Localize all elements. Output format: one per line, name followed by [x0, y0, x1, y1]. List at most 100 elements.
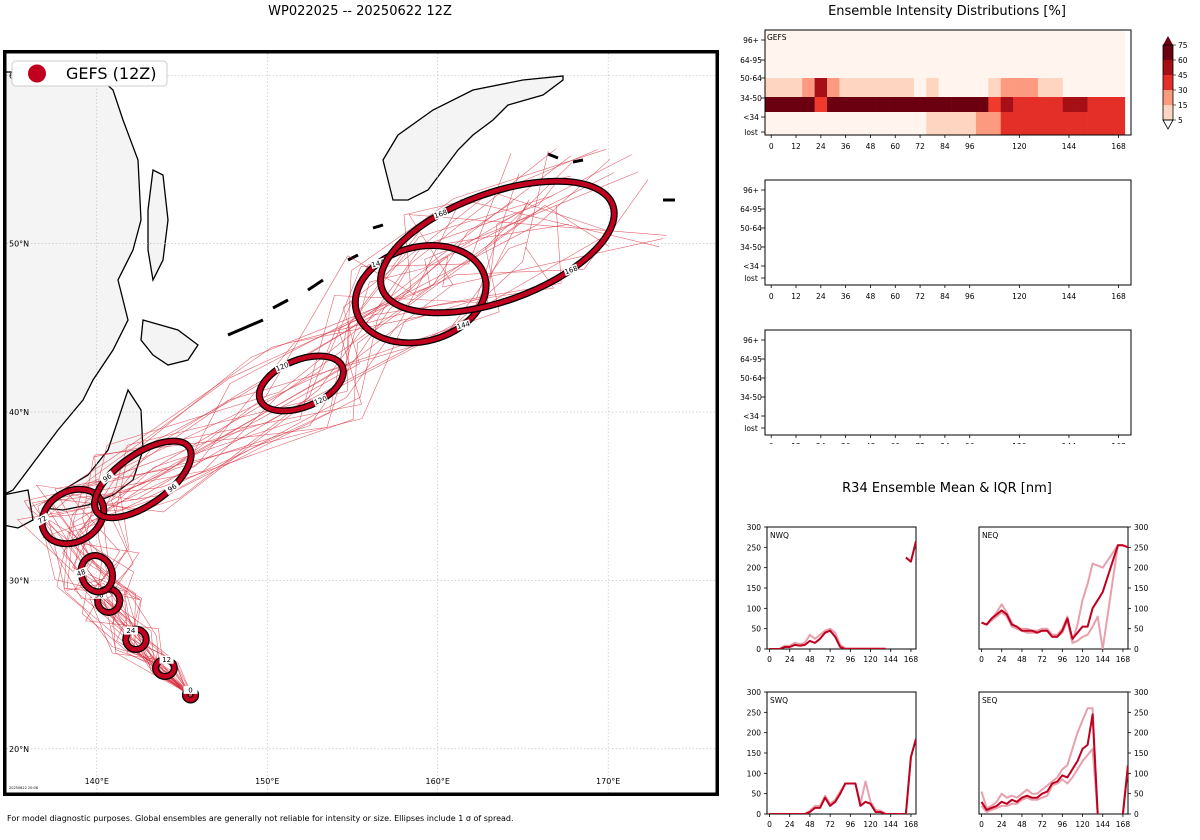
x-tick-label: 72 — [915, 292, 925, 301]
heatmap-cell — [975, 97, 989, 112]
heatmap-cell — [938, 97, 952, 112]
y-tick-label: 100 — [1134, 769, 1149, 778]
colorbar-tick-label: 30 — [1178, 86, 1188, 95]
heatmap-cell — [889, 78, 902, 97]
heatmap-cell — [864, 97, 877, 112]
row-label: 96+ — [743, 186, 759, 195]
ellipse-label-bg — [312, 393, 329, 407]
x-tick-label: 72 — [825, 655, 835, 664]
forecast-ellipse-24: 24 — [122, 625, 150, 653]
ensemble-track-line — [66, 149, 607, 698]
r34-series-group — [769, 540, 916, 649]
colorbar-tick-label: 5 — [1178, 116, 1183, 125]
heatmap-cell — [851, 40, 865, 59]
x-tick-label: 144 — [1096, 655, 1111, 664]
x-tick-label: 96 — [965, 142, 975, 151]
x-tick-label: 12 — [791, 142, 801, 151]
heatmap-cell — [789, 112, 803, 135]
heatmap-cell — [1050, 78, 1064, 97]
x-tick-label: 168 — [904, 655, 919, 664]
heatmap-cell — [876, 40, 890, 59]
heatmap-cell — [1075, 30, 1088, 40]
heatmap-cell — [1087, 112, 1101, 135]
heatmap-cell — [802, 59, 815, 78]
heatmap-cell — [1075, 59, 1088, 78]
r34-series-iqr_upper — [981, 544, 1128, 642]
heatmap-cell — [1000, 30, 1014, 40]
heatmap-cell — [901, 30, 915, 40]
heatmap-cell — [913, 59, 927, 78]
y-tick-label: 0 — [1134, 810, 1139, 819]
heatmap-cell — [1037, 78, 1051, 97]
lon-labels: 140°E 150°E 160°E 170°E — [85, 777, 621, 786]
x-tick-label: 36 — [841, 142, 851, 151]
colorbar-bin — [1163, 45, 1173, 60]
heatmap-cell — [926, 59, 939, 78]
x-tick-label: 48 — [805, 655, 815, 664]
heatmap-cell — [913, 40, 927, 59]
heatmap-cell — [901, 78, 915, 97]
ellipse-hour-label: 144 — [456, 320, 472, 331]
heatmap-cell — [963, 78, 977, 97]
heatmap-cell — [975, 78, 989, 97]
x-tick-label: 24 — [785, 655, 795, 664]
x-tick-label: 0 — [769, 442, 774, 444]
x-tick-label: 12 — [791, 292, 801, 301]
colorbar-bottom-arrow — [1162, 119, 1174, 130]
r34-series-group — [769, 738, 916, 814]
heatmap-cell — [851, 59, 865, 78]
heatmap-cell — [889, 97, 902, 112]
x-tick-label: 144 — [1062, 292, 1077, 301]
ellipse-label-bg — [183, 685, 198, 694]
heatmap-cell — [926, 97, 939, 112]
x-tick-label: 84 — [940, 142, 950, 151]
intensity-panel-2: 96+ 64-95 50-64 34-50 <34 lost 0 12 24 36 48 60 72 84… — [740, 179, 1132, 301]
heatmap-cell — [1087, 78, 1101, 97]
heatmap-cell — [814, 30, 828, 40]
row-label: 64-95 — [740, 205, 762, 214]
x-tick-label: 120 — [863, 655, 878, 664]
x-tick-label: 168 — [1111, 142, 1126, 151]
y-tick-label: 50 — [1134, 625, 1144, 634]
map-stamp: 20250622 20:06 — [9, 786, 38, 790]
heatmap-cell — [1062, 97, 1076, 112]
heatmap-cell — [889, 112, 902, 135]
heatmap-cell — [814, 40, 828, 59]
ellipse-label-bg — [164, 480, 181, 496]
y-tick-label: 250 — [747, 543, 762, 552]
y-tick-label: 300 — [747, 523, 762, 532]
r34-series-mean — [769, 540, 916, 649]
heatmap-cell — [777, 40, 791, 59]
lon-label: 140°E — [85, 777, 109, 786]
y-tick-label: 100 — [747, 769, 762, 778]
heatmap-cell — [1099, 78, 1113, 97]
heatmap-cell — [913, 97, 927, 112]
intensity-panels: GEFS 96+ 64-95 50-64 34-50 <34 lost 0 12 24 36 48 60… — [740, 29, 1188, 444]
heatmap-cell — [802, 40, 815, 59]
heatmap-cell — [1013, 112, 1026, 135]
ellipse-label-bg — [34, 512, 51, 527]
x-tick-label: 24 — [785, 820, 795, 829]
colorbar-tick-label: 45 — [1178, 71, 1188, 80]
x-tick-label: 120 — [863, 820, 878, 829]
x-tick-label: 60 — [890, 442, 900, 444]
map-title: WP022025 -- 20250622 12Z — [268, 4, 452, 19]
x-tick-label: 60 — [890, 292, 900, 301]
ellipse-ring — [378, 178, 617, 316]
heatmap-cell — [1000, 97, 1014, 112]
heatmap-cell — [802, 112, 815, 135]
heatmap-cell — [876, 112, 890, 135]
x-tick-label: 168 — [1111, 442, 1126, 444]
ellipse-label-bg — [159, 655, 174, 664]
heatmap-cell — [1000, 112, 1014, 135]
heatmap-cell — [789, 59, 803, 78]
heatmap-cell — [839, 78, 853, 97]
x-tick-label: 84 — [940, 442, 950, 444]
x-tick-label: 36 — [841, 442, 851, 444]
row-label: 64-95 — [740, 355, 762, 364]
row-label: <34 — [743, 412, 759, 421]
heatmap-cell — [814, 78, 828, 97]
heatmap-cell — [889, 30, 902, 40]
x-tick-label: 168 — [1116, 820, 1131, 829]
